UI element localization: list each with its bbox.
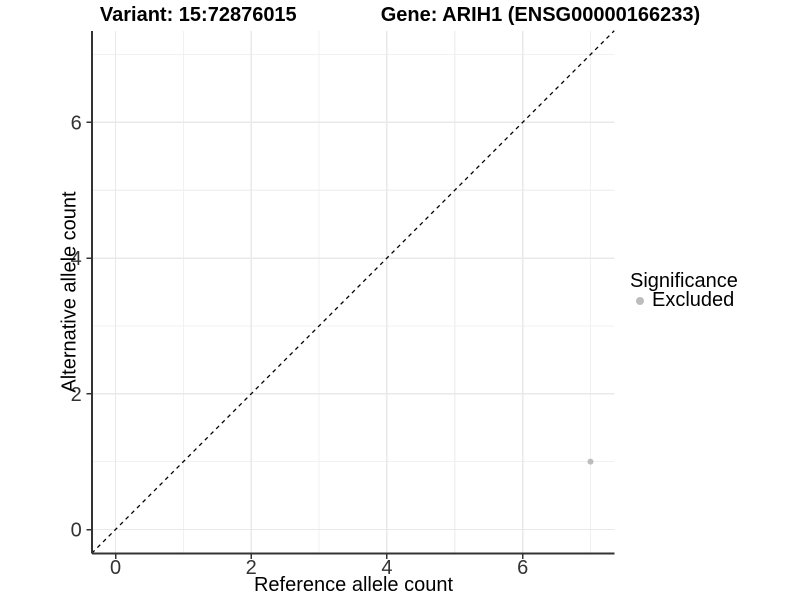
y-axis-title: Alternative allele count: [58, 191, 81, 393]
legend: Significance Excluded: [630, 270, 738, 311]
identity-reference-line: [91, 30, 615, 554]
plot-title: Variant: 15:72876015 Gene: ARIH1 (ENSG00…: [0, 4, 800, 27]
legend-item-excluded: Excluded: [630, 289, 738, 311]
x-axis-tick-label: 4: [381, 557, 392, 579]
x-axis-tick-label: 2: [246, 557, 257, 579]
x-axis-title: Reference allele count: [253, 574, 453, 596]
variant-title: Variant: 15:72876015: [99, 4, 297, 26]
legend-item-label: Excluded: [652, 289, 735, 311]
y-axis-tick-label: 0: [71, 520, 82, 542]
data-point: [587, 458, 594, 465]
y-axis-tick-label: 4: [71, 248, 82, 270]
legend-key-dot-icon: [636, 296, 644, 305]
x-axis-tick-label: 6: [517, 557, 528, 579]
gene-title: Gene: ARIH1 (ENSG00000166233): [380, 4, 701, 26]
legend-title: Significance: [630, 270, 738, 292]
y-axis-tick-label: 6: [71, 112, 82, 134]
y-axis-tick-label: 2: [71, 384, 82, 406]
x-axis-tick-label: 0: [110, 557, 121, 579]
